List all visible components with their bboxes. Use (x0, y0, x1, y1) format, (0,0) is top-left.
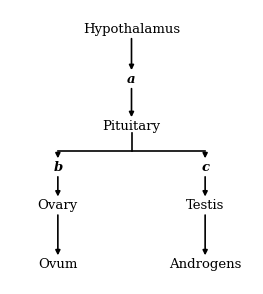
Text: Androgens: Androgens (169, 258, 241, 271)
Text: c: c (201, 161, 209, 174)
Text: b: b (53, 161, 63, 174)
Text: Ovum: Ovum (38, 258, 78, 271)
Text: a: a (127, 73, 136, 86)
Text: Hypothalamus: Hypothalamus (83, 23, 180, 36)
Text: Testis: Testis (186, 199, 224, 212)
Text: Ovary: Ovary (38, 199, 78, 212)
Text: Pituitary: Pituitary (102, 120, 161, 133)
